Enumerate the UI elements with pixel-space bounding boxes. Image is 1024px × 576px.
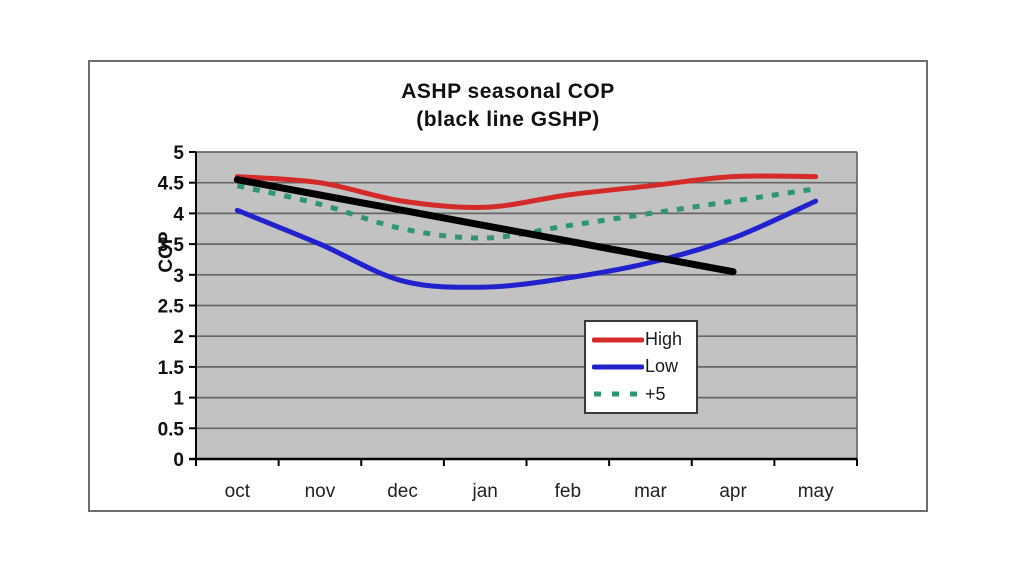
y-tick-label: 2 — [173, 327, 184, 348]
x-tick-label: apr — [719, 481, 747, 502]
legend-line-sample-icon — [591, 333, 645, 347]
x-tick-label: mar — [634, 481, 667, 502]
legend: High Low +5 — [584, 320, 698, 414]
legend-label: +5 — [645, 383, 666, 404]
y-tick-label: 0 — [173, 450, 184, 471]
chart-title-line1: ASHP seasonal COP — [401, 80, 615, 103]
x-tick-label: oct — [225, 481, 251, 502]
legend-label: Low — [645, 356, 679, 377]
y-tick-label: 4 — [173, 204, 184, 225]
y-tick-label: 3.5 — [158, 235, 185, 256]
y-tick-label: 2.5 — [158, 297, 185, 318]
legend-line-sample-icon — [592, 387, 644, 401]
y-tick-label: 1 — [173, 389, 184, 410]
y-tick-label: 0.5 — [158, 419, 185, 440]
legend-line-sample-icon — [591, 360, 645, 374]
x-tick-label: feb — [555, 481, 581, 502]
chart-title: ASHP seasonal COP (black line GSHP) — [90, 78, 926, 134]
series-line-high — [234, 173, 819, 210]
legend-label: High — [645, 329, 683, 350]
x-tick-label: dec — [387, 481, 418, 502]
y-tick-label: 4.5 — [158, 174, 185, 195]
legend-item-high: High — [591, 329, 692, 350]
x-tick-label: may — [798, 481, 834, 502]
y-tick-label: 3 — [173, 266, 184, 287]
series-line-low — [234, 198, 819, 290]
y-tick-label: 5 — [173, 143, 184, 164]
chart-title-line2: (black line GSHP) — [416, 108, 600, 131]
x-tick-label: nov — [305, 481, 336, 502]
y-tick-label: 1.5 — [158, 358, 185, 379]
series-line-gshp — [233, 176, 737, 276]
series-line-5 — [236, 183, 817, 241]
chart-frame: ASHP seasonal COP (black line GSHP) 0 0.5… — [88, 60, 928, 512]
x-tick-label: jan — [472, 481, 498, 502]
legend-item-low: Low — [591, 356, 692, 377]
legend-item-5: +5 — [592, 384, 692, 405]
plot-area: 0 0.5 1 1.5 2 2.5 3 3.5 4 4.5 5 oct nov dec jan feb mar a… — [158, 143, 858, 502]
y-axis-title: COP — [156, 231, 177, 273]
